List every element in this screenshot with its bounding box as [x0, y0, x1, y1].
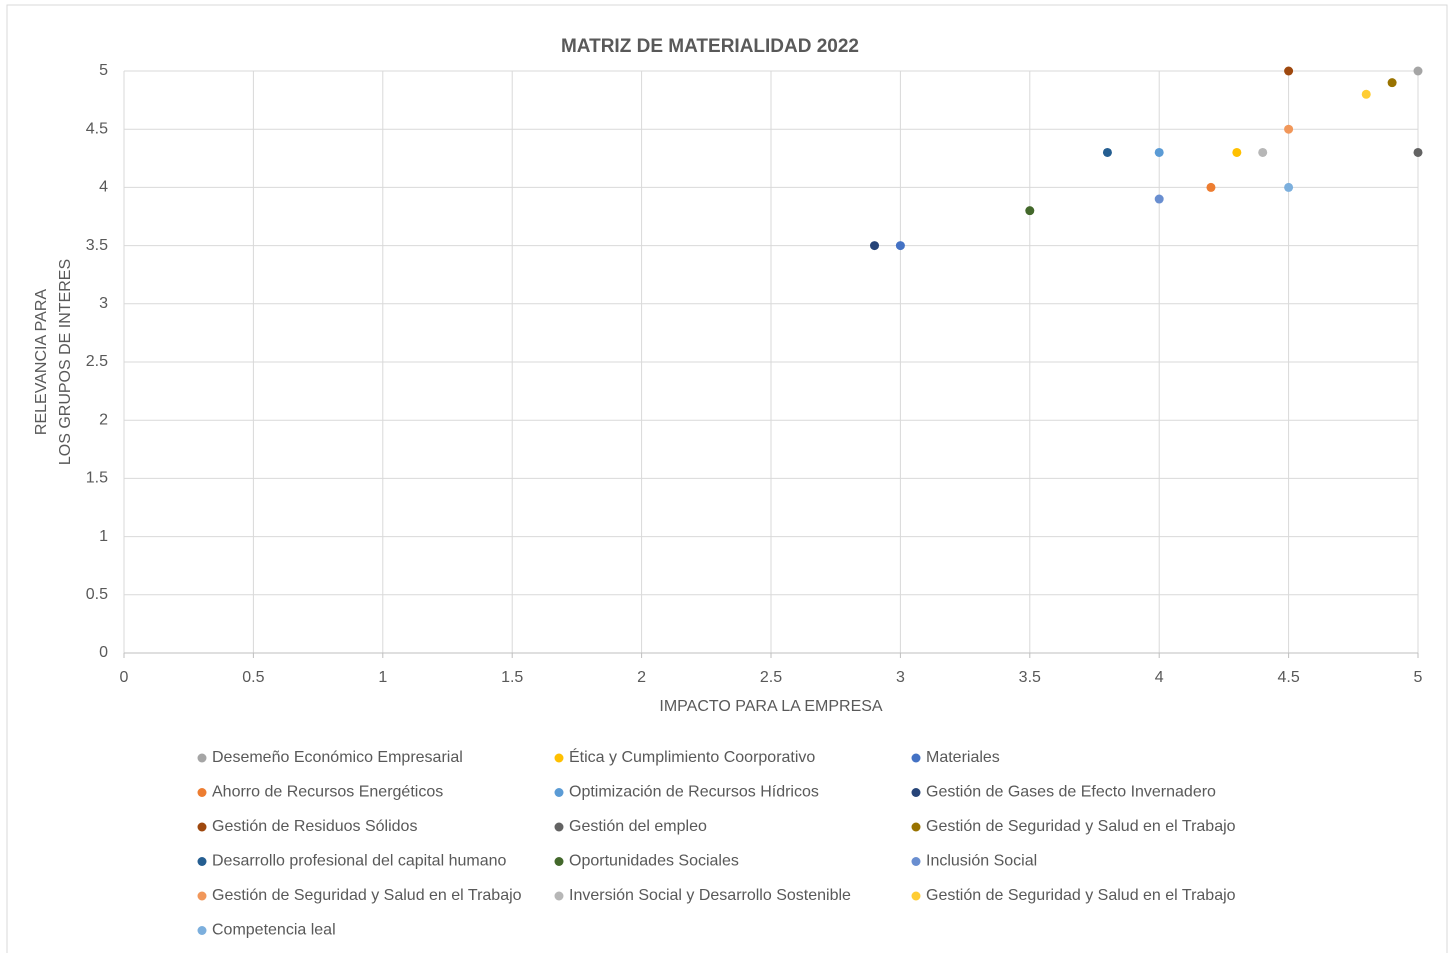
legend-label: Competencia leal	[212, 922, 336, 939]
y-tick-label: 3	[99, 295, 108, 312]
x-tick-label: 0.5	[242, 669, 264, 686]
x-tick-label: 2.5	[760, 669, 782, 686]
point	[1102, 147, 1112, 157]
y-tick-label: 0	[99, 644, 108, 661]
legend-marker	[911, 822, 921, 832]
legend-label: Oportunidades Sociales	[569, 853, 739, 870]
legend-marker	[554, 788, 564, 797]
x-tick-label: 3.5	[1019, 669, 1041, 686]
point	[1284, 66, 1294, 76]
point	[870, 241, 880, 251]
chart-title: MATRIZ DE MATERIALIDAD 2022	[561, 36, 859, 57]
point	[1206, 182, 1216, 192]
legend-marker	[911, 891, 921, 901]
legend-label: Inversión Social y Desarrollo Sostenible	[569, 887, 851, 904]
legend-marker	[554, 891, 564, 901]
point	[1154, 147, 1164, 157]
legend-marker	[554, 857, 564, 866]
point	[1361, 89, 1371, 99]
legend-label: Gestión de Seguridad y Salud en el Traba…	[926, 818, 1236, 835]
legend-label: Materiales	[926, 749, 1000, 766]
y-tick-label: 4.5	[86, 120, 108, 137]
point	[1387, 78, 1397, 88]
point	[1284, 182, 1294, 192]
point	[1413, 147, 1423, 157]
legend-marker	[197, 822, 207, 832]
point	[1413, 66, 1423, 76]
legend-label: Gestión de Gases de Efecto Invernadero	[926, 784, 1216, 801]
x-tick-label: 1.5	[501, 669, 523, 686]
chart-border	[6, 4, 1448, 953]
legend-marker	[911, 788, 921, 797]
y-tick-label: 3.5	[86, 237, 108, 254]
legend-marker	[911, 857, 921, 866]
point	[1258, 147, 1268, 157]
y-tick-label: 1	[99, 528, 108, 545]
y-axis-label: RELEVANCIA PARA	[33, 289, 50, 435]
legend-label: Ética y Cumplimiento Coorporativo	[569, 747, 815, 766]
legend-marker	[197, 891, 207, 901]
x-tick-label: 2	[637, 669, 646, 686]
x-tick-label: 3	[896, 669, 905, 686]
point	[895, 241, 905, 251]
x-tick-label: 0	[120, 669, 129, 686]
point	[1284, 124, 1294, 134]
y-tick-label: 0.5	[86, 586, 108, 603]
y-tick-label: 1.5	[86, 470, 108, 487]
x-tick-label: 4	[1155, 669, 1164, 686]
legend-label: Gestión de Seguridad y Salud en el Traba…	[926, 887, 1236, 904]
legend-label: Ahorro de Recursos Energéticos	[212, 784, 443, 801]
x-tick-label: 5	[1414, 669, 1423, 686]
legend-label: Desemeño Económico Empresarial	[212, 749, 463, 766]
y-tick-label: 4	[99, 179, 108, 196]
legend-marker	[197, 857, 207, 866]
legend-marker	[554, 753, 564, 763]
legend-label: Optimización de Recursos Hídricos	[569, 784, 819, 801]
point	[1025, 206, 1035, 216]
legend-marker	[197, 788, 207, 797]
y-tick-label: 2	[99, 411, 108, 428]
x-tick-label: 4.5	[1277, 669, 1299, 686]
legend-label: Gestión del empleo	[569, 818, 707, 835]
point	[1232, 147, 1242, 157]
x-axis-label: IMPACTO PARA LA EMPRESA	[659, 698, 883, 715]
y-tick-label: 5	[99, 62, 108, 79]
y-axis-label: LOS GRUPOS DE INTERES	[57, 259, 74, 465]
legend-marker	[911, 753, 921, 763]
legend-label: Gestión de Seguridad y Salud en el Traba…	[212, 887, 522, 904]
x-tick-label: 1	[378, 669, 387, 686]
legend-marker	[197, 926, 207, 935]
legend-label: Inclusión Social	[926, 853, 1037, 870]
y-tick-label: 2.5	[86, 353, 108, 370]
legend-label: Gestión de Residuos Sólidos	[212, 818, 417, 835]
legend-marker	[554, 822, 564, 832]
point	[1154, 194, 1164, 204]
legend-marker	[197, 753, 207, 763]
legend-label: Desarrollo profesional del capital human…	[212, 853, 506, 870]
